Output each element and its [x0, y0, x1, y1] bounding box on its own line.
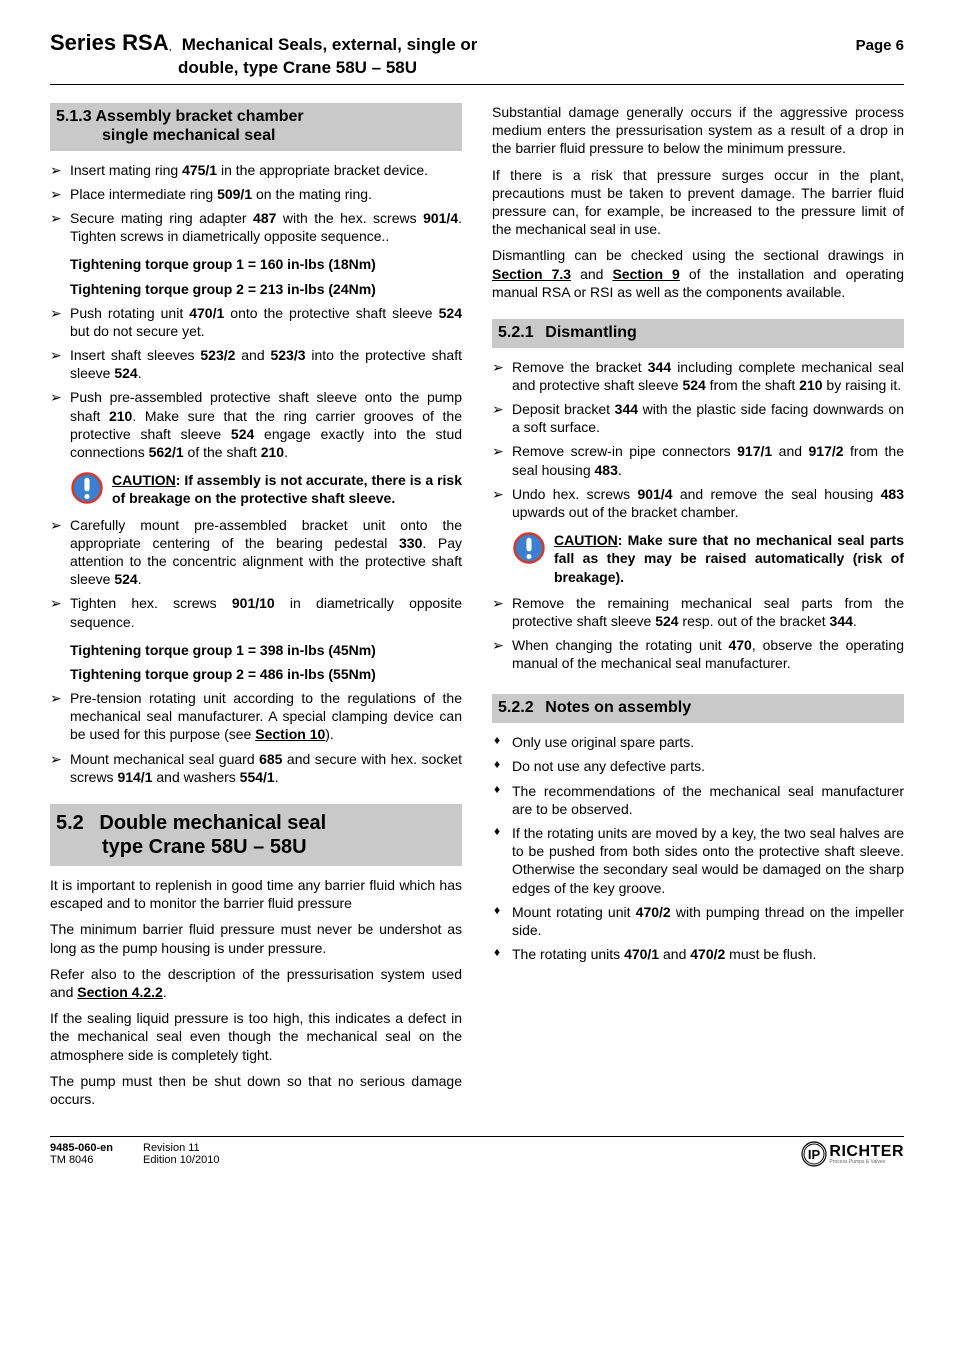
list-5-2-1-b: Remove the remaining mechanical seal par…: [492, 594, 904, 673]
bullet-recommendations: The recommendations of the mechanical se…: [492, 782, 904, 818]
list-5-1-3-a: Insert mating ring 475/1 in the appropri…: [50, 161, 462, 246]
bullet-remove-connectors: Remove screw-in pipe connectors 917/1 an…: [492, 442, 904, 478]
torque-group1-a: Tightening torque group 1 = 160 in-lbs (…: [70, 255, 462, 273]
bullet-secure-adapter: Secure mating ring adapter 487 with the …: [50, 209, 462, 245]
bullet-no-defective: Do not use any defective parts.: [492, 757, 904, 775]
header-title-line2: double, type Crane 58U – 58U: [178, 58, 904, 78]
list-5-1-3-b: Push rotating unit 470/1 onto the protec…: [50, 304, 462, 462]
bullet-carefully-mount: Carefully mount pre-assembled bracket un…: [50, 516, 462, 589]
para-substantial-damage: Substantial damage generally occurs if t…: [492, 103, 904, 158]
bullet-push-rotating-unit: Push rotating unit 470/1 onto the protec…: [50, 304, 462, 340]
header-rule: [50, 84, 904, 85]
para-sealing-high: If the sealing liquid pressure is too hi…: [50, 1009, 462, 1064]
section-5-2-title-l2: type Crane 58U – 58U: [102, 834, 456, 860]
torque-group2-b: Tightening torque group 2 = 486 in-lbs (…: [70, 665, 462, 683]
caution-1-text: CAUTION: If assembly is not accurate, th…: [112, 471, 462, 507]
footer-rev: Revision 11 Edition 10/2010: [143, 1142, 219, 1166]
bullet-mount-470-2: Mount rotating unit 470/2 with pumping t…: [492, 903, 904, 939]
section-5-1-3-title-l1: Assembly bracket chamber: [95, 108, 303, 125]
torque-group1-b: Tightening torque group 1 = 398 in-lbs (…: [70, 641, 462, 659]
list-5-1-3-d: Pre-tension rotating unit according to t…: [50, 689, 462, 786]
section-5-2-num: 5.2: [56, 810, 84, 836]
section-5-2-1-band: 5.2.1 Dismantling: [492, 319, 904, 348]
content-columns: 5.1.3 Assembly bracket chamber single me…: [50, 103, 904, 1116]
bullet-place-intermediate-ring: Place intermediate ring 509/1 on the mat…: [50, 185, 462, 203]
section-5-2-1-num: 5.2.1: [498, 323, 534, 344]
bullet-original-spare: Only use original spare parts.: [492, 733, 904, 751]
page-header: Series RSA, Mechanical Seals, external, …: [50, 30, 904, 56]
para-dismantling-check: Dismantling can be checked using the sec…: [492, 246, 904, 301]
footer-rev2: Edition 10/2010: [143, 1154, 219, 1166]
richter-tagline: Process Pumps & Valves: [829, 1160, 904, 1165]
bullet-flush: The rotating units 470/1 and 470/2 must …: [492, 945, 904, 963]
right-column: Substantial damage generally occurs if t…: [492, 103, 904, 1116]
svg-text:IP: IP: [808, 1147, 821, 1162]
bullet-remove-remaining: Remove the remaining mechanical seal par…: [492, 594, 904, 630]
caution-2: CAUTION: Make sure that no mechanical se…: [512, 531, 904, 586]
bullet-remove-bracket: Remove the bracket 344 including complet…: [492, 358, 904, 394]
footer-doc2: TM 8046: [50, 1154, 113, 1166]
warning-icon: [70, 471, 104, 505]
bullet-undo-hex: Undo hex. screws 901/4 and remove the se…: [492, 485, 904, 521]
footer-doc-ids: 9485-060-en TM 8046: [50, 1142, 113, 1166]
page-footer: 9485-060-en TM 8046 Revision 11 Edition …: [50, 1136, 904, 1167]
para-min-pressure: The minimum barrier fluid pressure must …: [50, 920, 462, 956]
caution-1: CAUTION: If assembly is not accurate, th…: [70, 471, 462, 507]
list-5-2-2: Only use original spare parts. Do not us…: [492, 733, 904, 963]
series-comma: ,: [169, 41, 172, 53]
para-pressure-surges: If there is a risk that pressure surges …: [492, 166, 904, 239]
bullet-mount-guard: Mount mechanical seal guard 685 and secu…: [50, 750, 462, 786]
section-5-2-1-title: Dismantling: [545, 324, 637, 341]
bullet-insert-shaft-sleeves: Insert shaft sleeves 523/2 and 523/3 int…: [50, 346, 462, 382]
richter-text: RICHTER Process Pumps & Valves: [829, 1144, 904, 1165]
para-shut-down: The pump must then be shut down so that …: [50, 1072, 462, 1108]
bullet-rotating-key: If the rotating units are moved by a key…: [492, 824, 904, 897]
bullet-when-changing: When changing the rotating unit 470, obs…: [492, 636, 904, 672]
series-label: Series RSA,: [50, 30, 172, 56]
footer-rev1: Revision 11: [143, 1142, 219, 1154]
richter-brand: RICHTER: [829, 1144, 904, 1160]
bullet-tighten-hex: Tighten hex. screws 901/10 in diametrica…: [50, 594, 462, 630]
header-left: Series RSA, Mechanical Seals, external, …: [50, 30, 477, 56]
bullet-push-preassembled: Push pre-assembled protective shaft slee…: [50, 388, 462, 461]
header-title-line1: Mechanical Seals, external, single or: [182, 35, 478, 55]
bullet-insert-mating-ring: Insert mating ring 475/1 in the appropri…: [50, 161, 462, 179]
section-5-2-2-title: Notes on assembly: [545, 699, 691, 716]
para-refer: Refer also to the description of the pre…: [50, 965, 462, 1001]
footer-doc1: 9485-060-en: [50, 1142, 113, 1154]
list-5-1-3-c: Carefully mount pre-assembled bracket un…: [50, 516, 462, 631]
series-text: Series RSA: [50, 30, 169, 55]
list-5-2-1-a: Remove the bracket 344 including complet…: [492, 358, 904, 522]
torque-group2-a: Tightening torque group 2 = 213 in-lbs (…: [70, 280, 462, 298]
section-5-2-band: 5.2 Double mechanical seal type Crane 58…: [50, 804, 462, 866]
section-5-2-2-num: 5.2.2: [498, 698, 534, 719]
section-5-1-3-num: 5.1.3: [56, 107, 92, 128]
section-5-2-title-l1: Double mechanical seal: [99, 812, 326, 834]
richter-icon: IP: [801, 1141, 827, 1167]
page: Series RSA, Mechanical Seals, external, …: [0, 0, 954, 1197]
section-5-2-2-band: 5.2.2 Notes on assembly: [492, 694, 904, 723]
section-5-1-3-title-l2: single mechanical seal: [102, 126, 456, 147]
para-replenish: It is important to replenish in good tim…: [50, 876, 462, 912]
section-5-1-3-band: 5.1.3 Assembly bracket chamber single me…: [50, 103, 462, 151]
left-column: 5.1.3 Assembly bracket chamber single me…: [50, 103, 462, 1116]
page-number: Page 6: [856, 37, 904, 54]
footer-left: 9485-060-en TM 8046 Revision 11 Edition …: [50, 1142, 219, 1166]
warning-icon: [512, 531, 546, 565]
bullet-pretension: Pre-tension rotating unit according to t…: [50, 689, 462, 744]
bullet-deposit-bracket: Deposit bracket 344 with the plastic sid…: [492, 400, 904, 436]
richter-logo: IP RICHTER Process Pumps & Valves: [801, 1141, 904, 1167]
caution-2-text: CAUTION: Make sure that no mechanical se…: [554, 531, 904, 586]
